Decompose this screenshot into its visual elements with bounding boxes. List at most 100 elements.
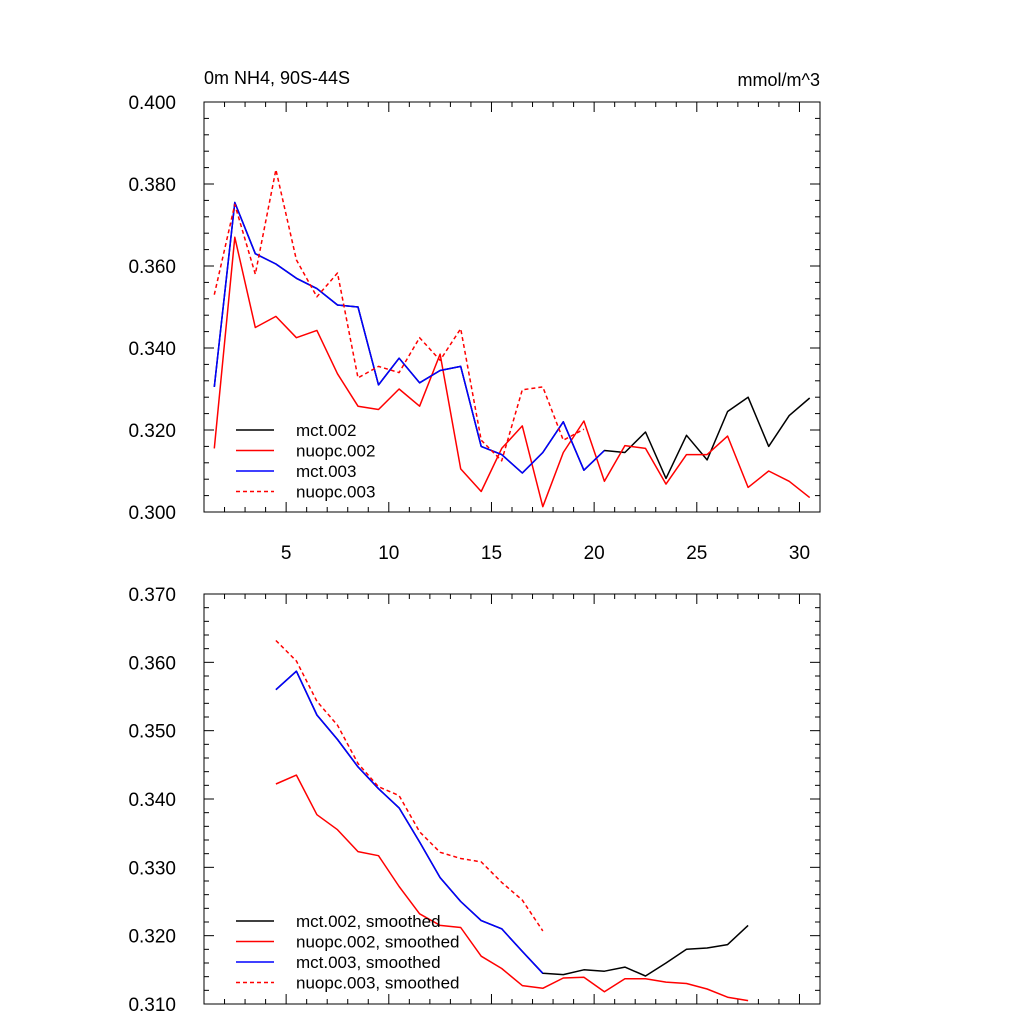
data-point <box>665 477 667 479</box>
legend-label: nuopc.002 <box>296 442 375 461</box>
data-point <box>480 439 482 441</box>
data-point <box>418 405 420 407</box>
series-line-mct-003-smoothed <box>275 670 544 974</box>
data-point <box>747 486 749 488</box>
data-point <box>603 480 605 482</box>
data-point <box>398 388 400 390</box>
data-point <box>336 738 338 740</box>
data-point <box>747 999 749 1001</box>
data-point <box>254 273 256 275</box>
data-point <box>706 459 708 461</box>
data-point <box>542 972 544 974</box>
data-point <box>275 689 277 691</box>
data-point <box>398 371 400 373</box>
legend-label: mct.002, smoothed <box>296 912 441 931</box>
data-point <box>295 660 297 662</box>
y-tick-label: 0.300 <box>128 503 176 524</box>
legend-label: mct.003, smoothed <box>296 953 441 972</box>
data-point <box>275 169 277 171</box>
data-point <box>439 851 441 853</box>
data-point <box>726 435 728 437</box>
data-point <box>501 453 503 455</box>
y-tick-label: 0.340 <box>128 790 176 811</box>
x-tick-label: 20 <box>584 543 605 564</box>
data-point <box>316 296 318 298</box>
data-point <box>603 970 605 972</box>
data-point <box>685 453 687 455</box>
data-point <box>583 469 585 471</box>
data-point <box>357 377 359 379</box>
y-tick-label: 0.400 <box>128 93 176 114</box>
data-point <box>336 724 338 726</box>
data-point <box>480 955 482 957</box>
data-point <box>685 982 687 984</box>
data-point <box>603 991 605 993</box>
data-point <box>644 447 646 449</box>
y-tick-label: 0.350 <box>128 722 176 743</box>
data-point <box>418 841 420 843</box>
data-point <box>275 315 277 317</box>
data-point <box>542 987 544 989</box>
data-point <box>275 263 277 265</box>
data-point <box>377 786 379 788</box>
data-point <box>398 807 400 809</box>
data-point <box>624 978 626 980</box>
series-line-nuopc-002 <box>213 236 811 508</box>
data-point <box>377 384 379 386</box>
data-point <box>624 451 626 453</box>
data-point <box>726 410 728 412</box>
data-point <box>418 337 420 339</box>
data-point <box>624 444 626 446</box>
data-point <box>583 976 585 978</box>
data-point <box>583 420 585 422</box>
data-point <box>234 236 236 238</box>
data-point <box>501 881 503 883</box>
data-point <box>460 328 462 330</box>
data-point <box>788 480 790 482</box>
y-tick-label: 0.320 <box>128 421 176 442</box>
data-point <box>706 988 708 990</box>
data-point <box>398 794 400 796</box>
data-point <box>418 831 420 833</box>
y-tick-label: 0.320 <box>128 927 176 948</box>
y-tick-label: 0.380 <box>128 175 176 196</box>
data-point <box>418 382 420 384</box>
data-point <box>685 434 687 436</box>
data-point <box>439 876 441 878</box>
data-point <box>644 431 646 433</box>
data-point <box>562 451 564 453</box>
data-point <box>644 978 646 980</box>
data-point <box>685 948 687 950</box>
data-point <box>480 861 482 863</box>
data-point <box>501 460 503 462</box>
data-point <box>521 899 523 901</box>
data-point <box>665 483 667 485</box>
data-point <box>460 900 462 902</box>
data-point <box>562 439 564 441</box>
data-point <box>501 928 503 930</box>
data-point <box>398 357 400 359</box>
x-tick-label: 30 <box>789 543 810 564</box>
data-point <box>706 453 708 455</box>
data-point <box>439 359 441 361</box>
data-point <box>809 397 811 399</box>
data-point <box>316 287 318 289</box>
series-line-mct-003 <box>213 201 605 474</box>
data-point <box>254 326 256 328</box>
data-point <box>213 294 215 296</box>
data-point <box>521 984 523 986</box>
y-tick-label: 0.370 <box>128 585 176 606</box>
y-tick-label: 0.330 <box>128 858 176 879</box>
data-point <box>357 762 359 764</box>
y-tick-label: 0.340 <box>128 339 176 360</box>
y-tick-label: 0.310 <box>128 995 176 1016</box>
data-point <box>316 700 318 702</box>
data-point <box>213 447 215 449</box>
data-point <box>316 814 318 816</box>
data-point <box>788 414 790 416</box>
data-point <box>377 365 379 367</box>
legend-label: mct.003 <box>296 462 356 481</box>
data-point <box>726 943 728 945</box>
data-point <box>562 421 564 423</box>
